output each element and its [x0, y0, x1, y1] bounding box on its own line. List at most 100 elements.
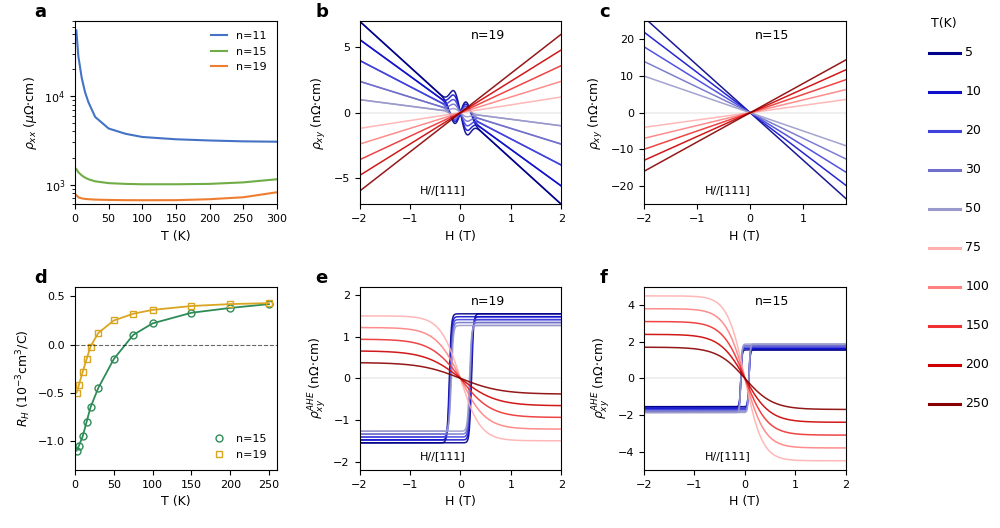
n=15	[85, 404, 97, 410]
Line: n=11: n=11	[76, 31, 277, 142]
n=15	[271, 176, 283, 183]
Text: n=15: n=15	[755, 30, 789, 42]
n=15	[170, 181, 182, 187]
Text: 5: 5	[965, 46, 973, 59]
n=15	[70, 166, 82, 172]
n=15	[136, 181, 148, 187]
n=15	[73, 442, 85, 449]
Text: 10: 10	[965, 85, 981, 98]
Text: 30: 30	[965, 163, 981, 176]
n=19	[76, 195, 88, 202]
Text: H//[111]: H//[111]	[420, 185, 466, 195]
n=15	[76, 172, 88, 178]
n=15	[92, 385, 104, 391]
n=15	[79, 174, 91, 181]
Line: n=15: n=15	[76, 169, 277, 184]
n=11	[76, 75, 88, 81]
Text: d: d	[35, 269, 47, 287]
n=15	[224, 305, 236, 311]
n=19	[71, 390, 83, 396]
n=19	[79, 196, 91, 202]
n=11	[204, 137, 216, 144]
n=15	[263, 301, 275, 307]
n=19	[204, 196, 216, 202]
n=15	[147, 320, 159, 326]
n=19	[70, 192, 82, 199]
Y-axis label: $\rho_{xy}$ (n$\Omega$$\cdot$cm): $\rho_{xy}$ (n$\Omega$$\cdot$cm)	[310, 76, 328, 149]
n=19	[263, 300, 275, 306]
n=19	[85, 343, 97, 350]
Line: n=19: n=19	[76, 192, 277, 200]
n=11	[70, 27, 82, 34]
n=11	[89, 114, 101, 120]
n=19	[224, 301, 236, 307]
Text: 75: 75	[965, 241, 981, 254]
n=19	[81, 356, 93, 362]
n=15	[185, 309, 197, 316]
n=19	[237, 194, 249, 201]
n=15	[77, 433, 89, 439]
n=11	[271, 138, 283, 145]
Text: 250: 250	[965, 398, 989, 410]
n=11	[103, 125, 115, 131]
X-axis label: H (T): H (T)	[729, 230, 760, 242]
X-axis label: T (K): T (K)	[161, 230, 191, 242]
n=11	[72, 53, 84, 60]
n=19	[92, 330, 104, 336]
X-axis label: H (T): H (T)	[729, 495, 760, 508]
n=11	[79, 89, 91, 96]
n=19	[119, 197, 131, 203]
Y-axis label: $R_H$ (10$^{-3}$cm$^3$/C): $R_H$ (10$^{-3}$cm$^3$/C)	[14, 329, 33, 427]
n=19	[103, 197, 115, 203]
Y-axis label: $\rho_{xy}^{AHE}$ (n$\Omega$$\cdot$cm): $\rho_{xy}^{AHE}$ (n$\Omega$$\cdot$cm)	[590, 337, 612, 419]
n=19	[73, 382, 85, 388]
n=19	[127, 310, 139, 317]
n=19	[136, 197, 148, 203]
n=11	[82, 99, 94, 106]
Text: b: b	[315, 4, 328, 22]
n=19	[89, 196, 101, 203]
n=15	[108, 356, 120, 362]
Text: 200: 200	[965, 359, 989, 371]
Y-axis label: $\rho_{xx}$ ($\mu\Omega$$\cdot$cm): $\rho_{xx}$ ($\mu\Omega$$\cdot$cm)	[22, 76, 39, 149]
Y-axis label: $\rho_{xy}$ (n$\Omega$$\cdot$cm): $\rho_{xy}$ (n$\Omega$$\cdot$cm)	[587, 76, 605, 149]
n=15	[119, 181, 131, 187]
n=19	[185, 303, 197, 309]
n=15	[71, 447, 83, 454]
Text: 50: 50	[965, 202, 981, 215]
Text: H//[111]: H//[111]	[705, 185, 750, 195]
Text: c: c	[600, 4, 610, 22]
Text: n=19: n=19	[470, 295, 505, 308]
Line: n=15: n=15	[73, 300, 272, 454]
Text: f: f	[600, 269, 607, 287]
n=15	[82, 176, 94, 183]
n=11	[119, 130, 131, 137]
n=15	[127, 332, 139, 338]
n=19	[271, 189, 283, 195]
n=19	[170, 197, 182, 203]
Text: H//[111]: H//[111]	[420, 451, 466, 461]
Text: a: a	[35, 4, 47, 22]
X-axis label: T (K): T (K)	[161, 495, 191, 508]
Text: T(K): T(K)	[931, 16, 957, 30]
Text: H//[111]: H//[111]	[705, 451, 750, 461]
Text: 150: 150	[965, 319, 989, 332]
Line: n=19: n=19	[73, 300, 272, 396]
Text: 20: 20	[965, 124, 981, 137]
n=11	[237, 138, 249, 145]
n=19	[72, 194, 84, 201]
Text: n=19: n=19	[470, 30, 505, 42]
X-axis label: H (T): H (T)	[445, 230, 476, 242]
Text: 100: 100	[965, 280, 989, 294]
n=15	[237, 179, 249, 185]
n=15	[204, 181, 216, 187]
n=19	[108, 317, 120, 324]
n=11	[170, 136, 182, 143]
n=11	[136, 134, 148, 140]
n=15	[103, 180, 115, 186]
Text: e: e	[315, 269, 327, 287]
Text: n=15: n=15	[755, 295, 789, 308]
X-axis label: H (T): H (T)	[445, 495, 476, 508]
n=15	[89, 178, 101, 184]
Legend: n=11, n=15, n=19: n=11, n=15, n=19	[206, 27, 271, 77]
